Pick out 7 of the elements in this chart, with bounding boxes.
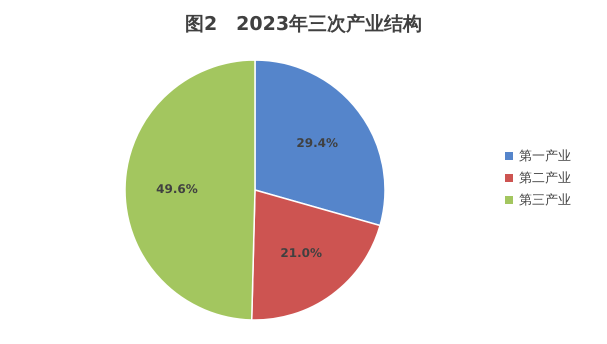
data-label: 21.0% xyxy=(280,246,322,260)
data-label: 49.6% xyxy=(156,182,198,196)
chart-title: 图2 2023年三次产业结构 xyxy=(184,13,422,35)
legend-label: 第一产业 xyxy=(519,149,571,164)
legend-label: 第三产业 xyxy=(519,193,571,208)
data-label: 29.4% xyxy=(296,136,338,150)
legend-label: 第二产业 xyxy=(519,171,571,186)
